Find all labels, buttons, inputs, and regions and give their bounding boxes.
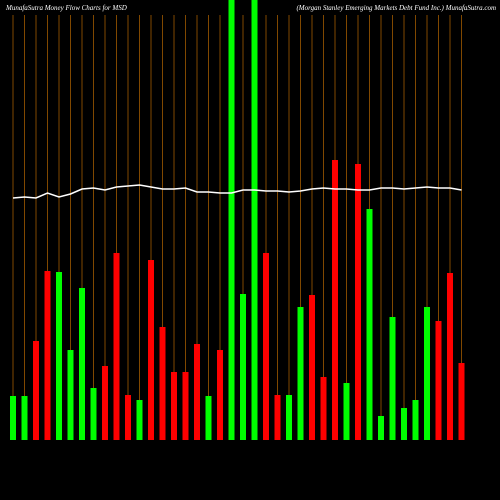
bar [159, 327, 166, 440]
bar [125, 395, 131, 440]
bar [113, 253, 120, 440]
bar [67, 350, 74, 440]
bar [217, 350, 223, 440]
bar [286, 395, 292, 440]
bar [194, 344, 200, 440]
bar [309, 295, 315, 440]
bar [263, 253, 269, 440]
bar [343, 383, 350, 440]
bar [412, 400, 419, 440]
bar [228, 0, 235, 440]
bar [79, 288, 85, 440]
bar [33, 341, 39, 440]
chart-title: MunafaSutra Money Flow Charts for MSD [5, 4, 127, 12]
bar [366, 209, 373, 440]
bar [171, 372, 177, 440]
bar [389, 317, 396, 440]
bar [424, 307, 430, 440]
bar [205, 396, 212, 440]
bar [148, 260, 154, 440]
bar [458, 363, 465, 440]
bar [332, 160, 338, 440]
bar [182, 372, 189, 440]
bar [56, 272, 62, 440]
bar [10, 396, 16, 440]
bar [251, 0, 258, 440]
chart-subtitle: (Morgan Stanley Emerging Markets Debt Fu… [296, 4, 496, 12]
bar [44, 271, 51, 440]
bar [447, 273, 453, 440]
bar [136, 400, 143, 440]
bar [21, 396, 28, 440]
bar [240, 294, 246, 440]
bar [90, 388, 97, 440]
bar [401, 408, 407, 440]
bar [355, 164, 361, 440]
bar [378, 416, 384, 440]
bar [274, 395, 281, 440]
bar [320, 377, 327, 440]
bar [297, 307, 304, 440]
price-line [12, 184, 462, 199]
bar [435, 321, 442, 440]
bar [102, 366, 108, 440]
